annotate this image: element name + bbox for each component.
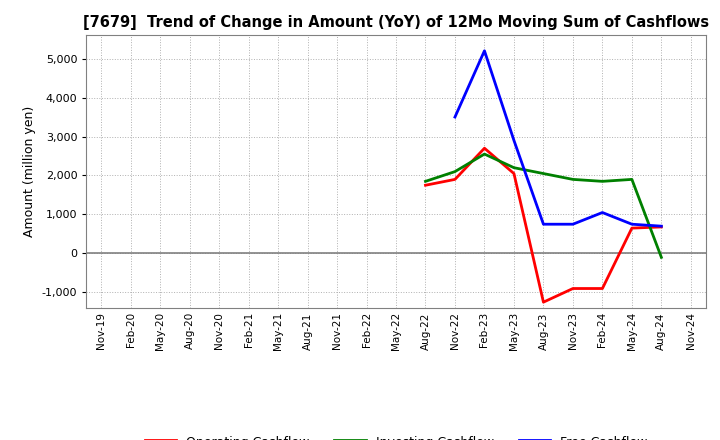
Operating Cashflow xyxy=(539,300,548,305)
Investing Cashflow xyxy=(628,177,636,182)
Operating Cashflow xyxy=(480,146,489,151)
Y-axis label: Amount (million yen): Amount (million yen) xyxy=(23,106,36,237)
Investing Cashflow xyxy=(421,179,430,184)
Free Cashflow xyxy=(598,210,607,215)
Line: Investing Cashflow: Investing Cashflow xyxy=(426,154,662,257)
Free Cashflow xyxy=(657,224,666,229)
Operating Cashflow xyxy=(569,286,577,291)
Operating Cashflow xyxy=(628,225,636,231)
Investing Cashflow xyxy=(569,177,577,182)
Free Cashflow xyxy=(480,48,489,53)
Free Cashflow xyxy=(628,222,636,227)
Title: [7679]  Trend of Change in Amount (YoY) of 12Mo Moving Sum of Cashflows: [7679] Trend of Change in Amount (YoY) o… xyxy=(83,15,709,30)
Free Cashflow xyxy=(510,138,518,143)
Investing Cashflow xyxy=(510,165,518,170)
Operating Cashflow xyxy=(451,177,459,182)
Line: Free Cashflow: Free Cashflow xyxy=(455,51,662,226)
Free Cashflow xyxy=(539,222,548,227)
Investing Cashflow xyxy=(598,179,607,184)
Free Cashflow xyxy=(451,114,459,120)
Investing Cashflow xyxy=(539,171,548,176)
Operating Cashflow xyxy=(657,224,666,230)
Legend: Operating Cashflow, Investing Cashflow, Free Cashflow: Operating Cashflow, Investing Cashflow, … xyxy=(140,429,652,440)
Investing Cashflow xyxy=(480,151,489,157)
Line: Operating Cashflow: Operating Cashflow xyxy=(426,148,662,302)
Operating Cashflow xyxy=(421,183,430,188)
Investing Cashflow xyxy=(451,169,459,174)
Free Cashflow xyxy=(569,222,577,227)
Operating Cashflow xyxy=(598,286,607,291)
Investing Cashflow xyxy=(657,255,666,260)
Operating Cashflow xyxy=(510,171,518,176)
